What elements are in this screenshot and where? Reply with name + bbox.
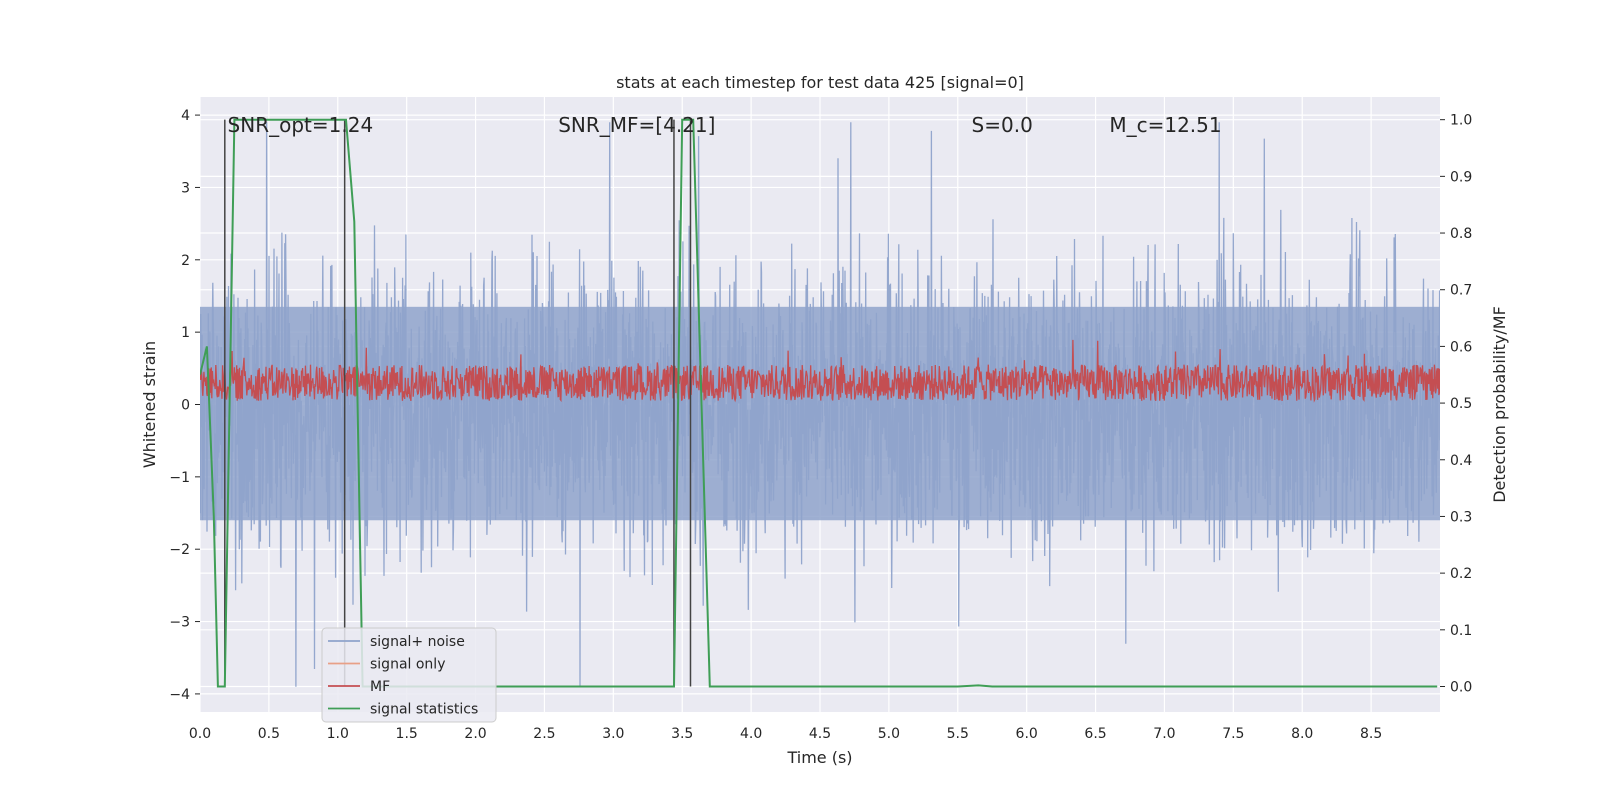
y-right-tick-label: 0.4 bbox=[1450, 453, 1472, 469]
y-right-tick-label: 0.7 bbox=[1450, 283, 1472, 299]
legend-label: signal statistics bbox=[370, 702, 478, 718]
annotation: M_c=12.51 bbox=[1109, 113, 1221, 137]
x-tick-label: 2.0 bbox=[464, 726, 486, 742]
y-right-tick-label: 0.3 bbox=[1450, 509, 1472, 525]
signal-noise-core bbox=[200, 306, 1440, 521]
x-tick-label: 6.5 bbox=[1084, 726, 1106, 742]
x-tick-label: 7.0 bbox=[1153, 726, 1175, 742]
x-tick-label: 0.5 bbox=[258, 726, 280, 742]
legend-label: signal+ noise bbox=[370, 634, 465, 650]
x-tick-label: 0.0 bbox=[189, 726, 211, 742]
y-right-tick-label: 0.6 bbox=[1450, 339, 1472, 355]
x-axis-title: Time (s) bbox=[786, 748, 852, 767]
x-tick-label: 8.0 bbox=[1291, 726, 1313, 742]
y-tick-label: 0 bbox=[181, 398, 190, 414]
y-axis-ticks: −4 −3 −2 −1 0 1 2 3 4 bbox=[169, 108, 200, 703]
x-tick-label: 6.0 bbox=[1016, 726, 1038, 742]
signal-noise-series bbox=[200, 122, 1440, 687]
x-tick-label: 7.5 bbox=[1222, 726, 1244, 742]
signal-statistics-series bbox=[200, 118, 1438, 688]
x-tick-label: 3.5 bbox=[671, 726, 693, 742]
x-axis-ticks: 0.0 0.5 1.0 1.5 2.0 2.5 3.0 3.5 4.0 4.5 5.0 5.5 6.0 6… bbox=[189, 726, 1382, 742]
x-tick-label: 3.0 bbox=[602, 726, 624, 742]
y-right-tick-label: 0.0 bbox=[1450, 679, 1472, 695]
y-axis-title: Whitened strain bbox=[140, 341, 159, 468]
legend-box bbox=[321, 627, 497, 723]
y-right-axis-title: Detection probability/MF bbox=[1490, 306, 1509, 503]
annotations: SNR_opt=1.24 SNR_MF=[4.21] S=0.0 M_c=12.51 bbox=[228, 113, 1222, 137]
x-tick-label: 8.5 bbox=[1360, 726, 1382, 742]
chart-title: stats at each timestep for test data 425… bbox=[616, 73, 1024, 92]
annotation: SNR_opt=1.24 bbox=[228, 113, 374, 137]
annotation: S=0.0 bbox=[972, 113, 1033, 137]
y-tick-label: −4 bbox=[169, 687, 190, 703]
y-right-tick-label: 0.8 bbox=[1450, 226, 1472, 242]
y-tick-label: 2 bbox=[181, 253, 190, 269]
mf-line bbox=[200, 339, 1440, 403]
x-tick-label: 4.5 bbox=[809, 726, 831, 742]
y-right-tick-label: 0.9 bbox=[1450, 169, 1472, 185]
y-right-tick-label: 0.1 bbox=[1450, 623, 1472, 639]
y-tick-label: −3 bbox=[169, 615, 190, 631]
x-tick-label: 4.0 bbox=[740, 726, 762, 742]
y-right-axis-ticks: 0.0 0.1 0.2 0.3 0.4 0.5 0.6 0.7 0.8 0.9 1.0 bbox=[1440, 113, 1472, 695]
marker-lines bbox=[224, 119, 692, 687]
legend-label: signal only bbox=[370, 657, 445, 673]
legend-label: MF bbox=[370, 679, 390, 695]
y-tick-label: 1 bbox=[181, 325, 190, 341]
y-tick-label: −1 bbox=[169, 470, 190, 486]
legend: signal+ noise signal only MF signal statist… bbox=[321, 627, 497, 723]
y-tick-label: 4 bbox=[181, 108, 190, 124]
x-tick-label: 5.0 bbox=[878, 726, 900, 742]
x-tick-label: 1.0 bbox=[327, 726, 349, 742]
y-tick-label: 3 bbox=[181, 180, 190, 196]
annotation: SNR_MF=[4.21] bbox=[558, 113, 715, 137]
x-tick-label: 1.5 bbox=[396, 726, 418, 742]
x-tick-label: 2.5 bbox=[533, 726, 555, 742]
signal-statistics-line bbox=[200, 118, 1438, 688]
x-tick-label: 5.5 bbox=[947, 726, 969, 742]
y-right-tick-label: 0.2 bbox=[1450, 566, 1472, 582]
y-right-tick-label: 0.5 bbox=[1450, 396, 1472, 412]
mf-series bbox=[200, 339, 1440, 403]
y-right-tick-label: 1.0 bbox=[1450, 113, 1472, 129]
y-tick-label: −2 bbox=[169, 542, 190, 558]
